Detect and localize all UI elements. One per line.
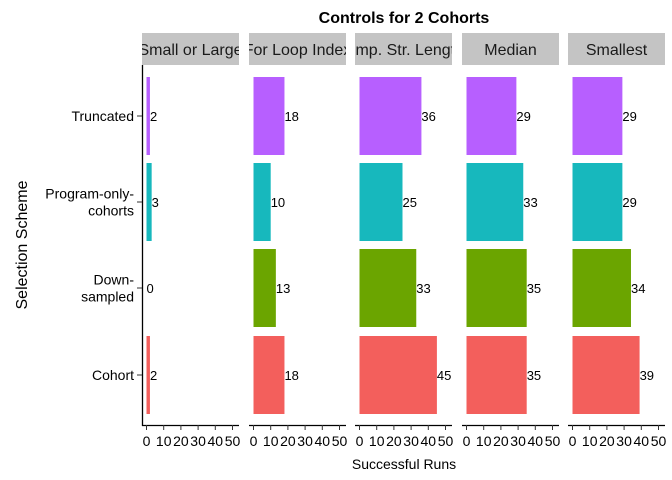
x-tick-label: 50 (545, 433, 561, 449)
x-tick-label: 20 (386, 433, 402, 449)
x-tick-label: 0 (463, 433, 471, 449)
bar (146, 77, 150, 155)
facet-strip (462, 33, 559, 65)
bar-value-label: 35 (527, 368, 541, 383)
x-tick-label: 10 (369, 433, 385, 449)
x-tick-label: 10 (263, 433, 279, 449)
bar (253, 336, 285, 414)
x-axis-title: Successful Runs (352, 456, 456, 472)
x-tick-label: 30 (190, 433, 206, 449)
facet-strip-label: Comp. Str. Lengths (335, 42, 472, 59)
bar (253, 163, 271, 241)
y-axis-title: Selection Scheme (14, 180, 31, 309)
bar-value-label: 39 (640, 368, 654, 383)
y-category-label: Program-only- (45, 186, 134, 202)
x-tick-label: 40 (421, 433, 437, 449)
x-tick-label: 40 (208, 433, 224, 449)
facet-strip-label: For Loop Index (244, 42, 352, 59)
x-tick-label: 20 (599, 433, 615, 449)
x-tick-label: 20 (280, 433, 296, 449)
facet-strip (249, 33, 346, 65)
y-category-label: Truncated (71, 108, 134, 124)
facet-strip (355, 33, 452, 65)
x-tick-label: 10 (156, 433, 172, 449)
x-tick-label: 30 (297, 433, 313, 449)
facet-strip (568, 33, 665, 65)
bar-value-label: 3 (152, 195, 159, 210)
bar (572, 249, 631, 327)
bar-value-label: 33 (416, 281, 430, 296)
x-tick-label: 50 (225, 433, 241, 449)
bar-value-label: 10 (271, 195, 285, 210)
bar-value-label: 18 (284, 109, 298, 124)
bar (146, 163, 152, 241)
bar (253, 77, 285, 155)
x-tick-label: 50 (438, 433, 454, 449)
bar (253, 249, 276, 327)
bar (359, 249, 417, 327)
x-tick-label: 30 (510, 433, 526, 449)
bar (572, 77, 623, 155)
x-tick-label: 0 (569, 433, 577, 449)
bar-value-label: 13 (276, 281, 290, 296)
y-category-label: Down- (94, 272, 135, 288)
x-tick-label: 40 (315, 433, 331, 449)
x-tick-label: 40 (528, 433, 544, 449)
bar (466, 77, 517, 155)
x-tick-label: 30 (616, 433, 632, 449)
x-tick-label: 10 (582, 433, 598, 449)
bar-value-label: 25 (403, 195, 417, 210)
y-axis-categories: Truncated Program-only-cohorts Down-sample… (45, 65, 144, 426)
bar-value-label: 0 (147, 281, 154, 296)
y-category-label: cohorts (88, 203, 134, 219)
x-tick-label: 50 (332, 433, 348, 449)
bar-value-label: 36 (421, 109, 435, 124)
bar (466, 249, 527, 327)
x-tick-label: 20 (493, 433, 509, 449)
bar-value-label: 2 (150, 368, 157, 383)
bar (466, 163, 524, 241)
bar (572, 163, 623, 241)
bar (466, 336, 527, 414)
bar-value-label: 2 (150, 109, 157, 124)
bar-value-label: 29 (622, 109, 636, 124)
bar (572, 336, 640, 414)
panel-4: Smallest 29 29 34 39 0 10 20 30 40 50 (568, 33, 666, 449)
bar-value-label: 29 (516, 109, 530, 124)
facet-strip (142, 33, 239, 65)
x-tick-label: 10 (476, 433, 492, 449)
bar-value-label: 34 (631, 281, 645, 296)
bar-value-label: 35 (527, 281, 541, 296)
bar (359, 163, 403, 241)
facet-strip-label: Smallest (586, 42, 648, 59)
x-tick-label: 30 (403, 433, 419, 449)
facet-strip-label: Small or Large (138, 42, 242, 59)
bar (359, 336, 437, 414)
x-tick-label: 0 (250, 433, 258, 449)
x-tick-label: 0 (143, 433, 151, 449)
bar-value-label: 33 (523, 195, 537, 210)
x-tick-label: 50 (651, 433, 667, 449)
chart-title: Controls for 2 Cohorts (319, 10, 490, 27)
panel-3: Median 29 33 35 35 0 10 20 30 40 50 (462, 33, 560, 449)
bar-value-label: 29 (622, 195, 636, 210)
bar-value-label: 18 (284, 368, 298, 383)
x-tick-label: 20 (173, 433, 189, 449)
bar-value-label: 45 (437, 368, 451, 383)
facet-strip-label: Median (484, 42, 536, 59)
x-tick-label: 0 (356, 433, 364, 449)
x-tick-label: 40 (634, 433, 650, 449)
y-category-label: sampled (81, 289, 134, 305)
y-category-label: Cohort (92, 367, 134, 383)
bar (146, 336, 150, 414)
bar (359, 77, 422, 155)
